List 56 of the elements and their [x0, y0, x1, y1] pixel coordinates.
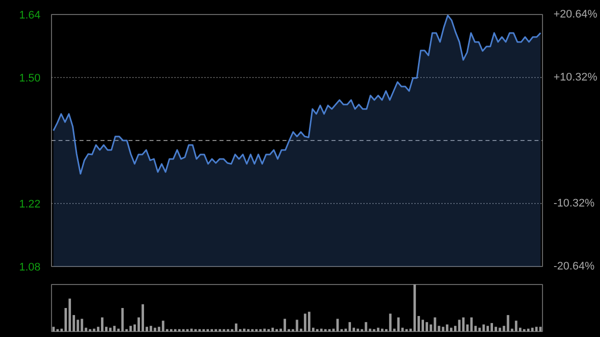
bar [478, 328, 481, 332]
bar [142, 304, 144, 332]
bar [498, 328, 502, 332]
bar [150, 326, 152, 332]
bar [243, 328, 246, 332]
bar [234, 324, 238, 332]
bar [263, 328, 266, 332]
bar [458, 320, 461, 332]
bar [434, 317, 436, 332]
bar [450, 328, 452, 332]
bar [109, 328, 112, 332]
bar [304, 314, 306, 332]
y-tick-label: 1.22 [19, 198, 41, 210]
bar [348, 322, 351, 332]
bar [474, 326, 477, 332]
y2-tick-label: -10.32% [554, 198, 595, 210]
bar [422, 320, 424, 332]
bar [68, 298, 71, 332]
bar [514, 320, 518, 332]
bar [446, 324, 448, 332]
bar [320, 328, 323, 332]
bar [117, 328, 120, 332]
y2-tick-label: +10.32% [554, 72, 598, 84]
bar [271, 328, 274, 332]
bar [368, 328, 372, 332]
bar [535, 326, 538, 332]
y2-tick-label: +20.64% [554, 8, 598, 20]
bar [129, 326, 132, 332]
bar [113, 326, 116, 332]
bar [531, 328, 534, 332]
bar [486, 326, 489, 332]
bar [502, 326, 506, 332]
bar [284, 318, 286, 332]
bar [80, 318, 84, 332]
bar [376, 328, 380, 332]
y-tick-label: 1.64 [19, 10, 41, 22]
y-tick-label: 1.08 [19, 262, 41, 274]
bar [494, 326, 498, 332]
y2-tick-label: -20.64% [554, 260, 595, 272]
bar [389, 314, 392, 332]
bar [442, 326, 444, 332]
y-tick-label: 1.50 [19, 72, 41, 84]
bar [490, 323, 493, 332]
bar [356, 328, 360, 332]
bar [397, 317, 400, 332]
bar [92, 328, 96, 332]
bar [527, 328, 530, 332]
bar [101, 317, 104, 332]
bar [308, 312, 310, 332]
bar [413, 284, 416, 332]
bar [462, 317, 465, 332]
bar [482, 324, 485, 332]
bar [426, 322, 428, 332]
bar [381, 328, 384, 332]
bar [162, 320, 164, 332]
bar [336, 318, 339, 332]
